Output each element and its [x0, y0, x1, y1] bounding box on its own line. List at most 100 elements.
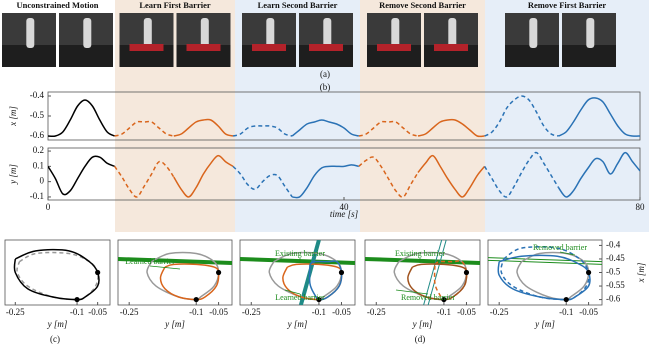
- x-axis-label: y [m]: [47, 319, 68, 329]
- trajectory: [483, 151, 560, 198]
- robot-arm: [200, 18, 209, 48]
- robot-arm: [391, 18, 400, 48]
- trajectory: [232, 125, 293, 137]
- y-tick-label: -0.45: [606, 253, 625, 263]
- y-tick-label: -0.6: [606, 294, 621, 304]
- annotation: Existing barrier: [395, 249, 445, 258]
- trajectory: [146, 251, 220, 301]
- plot-frame: [364, 239, 481, 306]
- x-tick-label: 80: [636, 202, 646, 212]
- section-header: Learn Second Barrier: [258, 0, 338, 10]
- trajectory: [427, 240, 447, 305]
- caption: (d): [415, 334, 426, 344]
- trajectory: [13, 248, 100, 301]
- robot-arm: [83, 18, 92, 48]
- caption: (a): [320, 69, 330, 79]
- barrier-block: [186, 44, 221, 51]
- trajectory: [232, 165, 293, 198]
- trajectory: [365, 256, 480, 266]
- y-tick-label: 0: [40, 176, 45, 186]
- point: [441, 296, 447, 303]
- x-tick-label: -0.1: [559, 307, 573, 317]
- trajectory: [292, 164, 359, 199]
- y-tick-label: -0.55: [606, 280, 625, 290]
- x-tick-label: 40: [340, 202, 350, 212]
- photo-floor: [59, 45, 113, 67]
- caption: (c): [50, 334, 60, 344]
- annotation-arrow: [284, 289, 301, 295]
- trajectory: [407, 263, 468, 301]
- caption: (b): [320, 82, 331, 92]
- barrier-block: [129, 44, 164, 51]
- barrier-block: [309, 44, 343, 51]
- x-tick-label: -0.25: [6, 307, 25, 317]
- trajectory: [417, 118, 485, 138]
- section-header: Remove First Barrier: [528, 0, 607, 10]
- x-tick-label: -0.1: [312, 307, 326, 317]
- trajectory: [393, 251, 468, 301]
- x-tick-label: -0.05: [579, 307, 598, 317]
- annotation: Existing barrier: [275, 249, 325, 258]
- x-tick-label: -0.05: [209, 307, 228, 317]
- plot-frame: [4, 239, 111, 306]
- x-tick-label: -0.25: [242, 307, 261, 317]
- annotation: Removed barrier: [533, 243, 587, 252]
- trajectory: [268, 251, 343, 301]
- x-tick-label: -0.1: [70, 307, 84, 317]
- y-tick-label: 0.1: [33, 160, 44, 170]
- x-tick-label: -0.1: [437, 307, 451, 317]
- y-tick-label: 0.2: [33, 145, 44, 155]
- trajectory: [173, 118, 234, 137]
- robot-arm: [143, 18, 152, 48]
- x-axis-label: y [m]: [164, 319, 185, 329]
- y-tick-label: -0.4: [606, 239, 621, 249]
- barrier-block: [252, 44, 286, 51]
- y-tick-label: -0.4: [30, 90, 45, 100]
- y-axis-label: y [m]: [8, 164, 18, 185]
- robot-arm: [323, 18, 332, 48]
- x-tick-label: -0.05: [332, 307, 351, 317]
- y-tick-label: -0.6: [30, 130, 45, 140]
- x-axis-label: y [m]: [287, 319, 308, 329]
- x-axis-label: y [m]: [412, 319, 433, 329]
- point: [463, 269, 470, 276]
- x-tick-label: -0.25: [490, 307, 509, 317]
- trajectory: [358, 120, 419, 137]
- plot-frame: [117, 239, 233, 306]
- trajectory: [48, 99, 115, 138]
- trajectory: [558, 97, 640, 137]
- photo-floor: [2, 45, 56, 67]
- trajectory: [358, 156, 419, 198]
- trajectory: [557, 151, 640, 198]
- robot-arm: [266, 18, 275, 48]
- x-axis-label: time [s]: [330, 209, 359, 219]
- point: [95, 269, 101, 276]
- trajectory: [118, 256, 232, 266]
- photo-floor: [505, 45, 559, 67]
- annotation-arrow: [149, 265, 181, 270]
- trajectory: [159, 263, 220, 301]
- trajectory: [308, 260, 343, 301]
- trajectory: [484, 95, 559, 137]
- barrier-block: [377, 44, 411, 51]
- trajectory: [291, 119, 359, 137]
- x-tick-label: -0.25: [367, 307, 386, 317]
- trajectory: [48, 155, 115, 196]
- robot-arm: [448, 18, 457, 48]
- point: [215, 269, 222, 276]
- robot-arm: [26, 18, 35, 48]
- trajectory: [497, 254, 591, 301]
- x-tick-label: -0.1: [189, 307, 203, 317]
- x-tick-label: 0: [46, 202, 51, 212]
- x-axis-label: y [m]: [534, 319, 555, 329]
- annotation: Learned barrier: [125, 257, 175, 266]
- photo-floor: [562, 45, 616, 67]
- robot-arm: [529, 18, 538, 48]
- annotation: Learned barrier: [275, 293, 325, 302]
- annotation-arrow: [559, 251, 576, 256]
- annotation: Removed barrier: [401, 293, 455, 302]
- robot-arm: [586, 18, 595, 48]
- point: [74, 296, 80, 303]
- y-axis-label: x [m]: [636, 262, 646, 283]
- y-tick-label: -0.5: [606, 267, 621, 277]
